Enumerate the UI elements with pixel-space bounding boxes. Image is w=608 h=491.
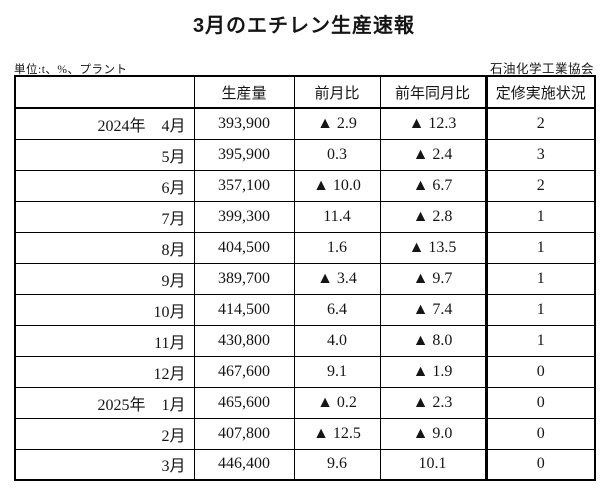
yoy-cell: ▲ 2.3 <box>379 386 487 419</box>
yoy-cell: ▲ 2.4 <box>379 138 487 171</box>
table-row: 10月 414,500 6.4 ▲ 7.4 1 <box>14 293 596 326</box>
maintenance-cell: 0 <box>484 386 596 419</box>
mom-cell: ▲ 0.2 <box>293 386 381 419</box>
production-cell: 393,900 <box>193 107 295 140</box>
organization-name: 石油化学工業協会 <box>489 62 594 76</box>
yoy-cell: ▲ 8.0 <box>379 324 487 357</box>
table-row: 2024年 4月 393,900 ▲ 2.9 ▲ 12.3 2 <box>14 107 596 140</box>
yoy-cell: 10.1 <box>379 448 487 481</box>
mom-cell: ▲ 10.0 <box>293 169 381 202</box>
maintenance-cell: 1 <box>484 262 596 295</box>
maintenance-cell: 1 <box>484 200 596 233</box>
maintenance-cell: 1 <box>484 231 596 264</box>
table-row: 7月 399,300 11.4 ▲ 2.8 1 <box>14 200 596 233</box>
production-cell: 399,300 <box>193 200 295 233</box>
production-cell: 446,400 <box>193 448 295 481</box>
period-cell: 8月 <box>14 231 195 264</box>
table-row: 6月 357,100 ▲ 10.0 ▲ 6.7 2 <box>14 169 596 202</box>
meta-row: 単位:t、%、プラント 石油化学工業協会 <box>14 58 594 77</box>
maintenance-cell: 0 <box>484 448 596 481</box>
production-cell: 404,500 <box>193 231 295 264</box>
maintenance-cell: 2 <box>484 107 596 140</box>
mom-cell: ▲ 2.9 <box>293 107 381 140</box>
maintenance-cell: 2 <box>484 169 596 202</box>
table-row: 5月 395,900 0.3 ▲ 2.4 3 <box>14 138 596 171</box>
table-row: 2月 407,800 ▲ 12.5 ▲ 9.0 0 <box>14 417 596 450</box>
period-cell: 2024年 4月 <box>14 107 195 140</box>
mom-cell: 4.0 <box>293 324 381 357</box>
production-cell: 389,700 <box>193 262 295 295</box>
header-yoy: 前年同月比 <box>379 75 487 109</box>
production-cell: 395,900 <box>193 138 295 171</box>
period-cell: 3月 <box>14 448 195 481</box>
period-cell: 7月 <box>14 200 195 233</box>
table-row: 9月 389,700 ▲ 3.4 ▲ 9.7 1 <box>14 262 596 295</box>
unit-note: 単位:t、%、プラント <box>14 64 128 76</box>
header-maintenance: 定修実施状況 <box>484 75 596 109</box>
mom-cell: 11.4 <box>293 200 381 233</box>
period-cell: 2月 <box>14 417 195 450</box>
mom-cell: 9.1 <box>293 355 381 388</box>
mom-cell: 6.4 <box>293 293 381 326</box>
maintenance-cell: 0 <box>484 355 596 388</box>
maintenance-cell: 0 <box>484 417 596 450</box>
table-row: 2025年 1月 465,600 ▲ 0.2 ▲ 2.3 0 <box>14 386 596 419</box>
header-row: 生産量 前月比 前年同月比 定修実施状況 <box>14 75 596 109</box>
mom-cell: 0.3 <box>293 138 381 171</box>
production-cell: 357,100 <box>193 169 295 202</box>
mom-cell: ▲ 3.4 <box>293 262 381 295</box>
production-cell: 414,500 <box>193 293 295 326</box>
yoy-cell: ▲ 6.7 <box>379 169 487 202</box>
header-production: 生産量 <box>193 75 295 109</box>
yoy-cell: ▲ 7.4 <box>379 293 487 326</box>
table-row: 8月 404,500 1.6 ▲ 13.5 1 <box>14 231 596 264</box>
page-title: 3月のエチレン生産速報 <box>192 15 416 37</box>
production-cell: 467,600 <box>193 355 295 388</box>
period-cell: 11月 <box>14 324 195 357</box>
yoy-cell: ▲ 9.7 <box>379 262 487 295</box>
production-table: 生産量 前月比 前年同月比 定修実施状況 2024年 4月 393,900 ▲ … <box>14 75 596 481</box>
header-mom: 前月比 <box>293 75 381 109</box>
maintenance-cell: 1 <box>484 293 596 326</box>
mom-cell: 1.6 <box>293 231 381 264</box>
yoy-cell: ▲ 13.5 <box>379 231 487 264</box>
production-cell: 407,800 <box>193 417 295 450</box>
production-cell: 465,600 <box>193 386 295 419</box>
header-period <box>14 75 195 109</box>
yoy-cell: ▲ 12.3 <box>379 107 487 140</box>
yoy-cell: ▲ 1.9 <box>379 355 487 388</box>
period-cell: 6月 <box>14 169 195 202</box>
table-row: 3月 446,400 9.6 10.1 0 <box>14 448 596 481</box>
yoy-cell: ▲ 9.0 <box>379 417 487 450</box>
period-cell: 2025年 1月 <box>14 386 195 419</box>
period-cell: 10月 <box>14 293 195 326</box>
production-cell: 430,800 <box>193 324 295 357</box>
table-row: 11月 430,800 4.0 ▲ 8.0 1 <box>14 324 596 357</box>
period-cell: 9月 <box>14 262 195 295</box>
maintenance-cell: 1 <box>484 324 596 357</box>
mom-cell: 9.6 <box>293 448 381 481</box>
maintenance-cell: 3 <box>484 138 596 171</box>
mom-cell: ▲ 12.5 <box>293 417 381 450</box>
period-cell: 5月 <box>14 138 195 171</box>
table-row: 12月 467,600 9.1 ▲ 1.9 0 <box>14 355 596 388</box>
period-cell: 12月 <box>14 355 195 388</box>
yoy-cell: ▲ 2.8 <box>379 200 487 233</box>
